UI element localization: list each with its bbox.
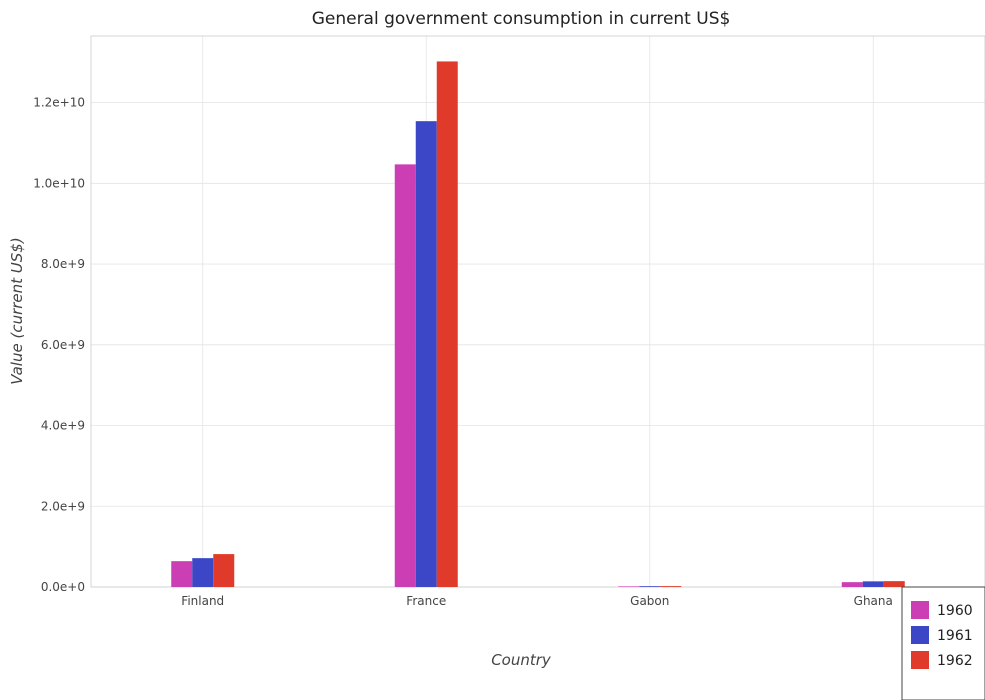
plot-frame — [90, 35, 985, 588]
y-tick-label: 1.0e+10 — [33, 176, 85, 190]
x-tick-label: France — [406, 594, 446, 608]
legend-swatch-1961 — [911, 626, 929, 644]
x-axis-ticks: Finland France Gabon Ghana — [181, 594, 893, 608]
legend-swatch-1960 — [911, 601, 929, 619]
y-tick-label: 0.0e+0 — [41, 580, 85, 594]
bar-1961-ghana — [862, 581, 884, 587]
bar-1960-ghana — [841, 582, 863, 587]
bar-1962-france — [436, 61, 458, 587]
legend-label-1962: 1962 — [937, 653, 973, 669]
bar-1960-finland — [171, 561, 193, 587]
x-tick-label: Ghana — [854, 594, 893, 608]
bars — [171, 61, 905, 587]
y-tick-label: 8.0e+9 — [41, 257, 85, 271]
legend-label-1961: 1961 — [937, 628, 973, 644]
y-tick-label: 2.0e+9 — [41, 499, 85, 513]
bar-1961-france — [415, 121, 437, 587]
bar-1961-gabon — [639, 586, 661, 587]
legend: 1960 1961 1962 — [901, 586, 985, 700]
x-tick-label: Gabon — [630, 594, 669, 608]
bar-1960-gabon — [618, 586, 640, 587]
bar-1960-france — [394, 164, 416, 587]
legend-swatch-1962 — [911, 651, 929, 669]
y-axis-ticks: 0.0e+0 2.0e+9 4.0e+9 6.0e+9 8.0e+9 1.0e+10 1.2… — [33, 96, 85, 594]
y-tick-label: 4.0e+9 — [41, 419, 85, 433]
y-tick-label: 6.0e+9 — [41, 338, 85, 352]
x-tick-label: Finland — [181, 594, 224, 608]
bar-1962-ghana — [883, 581, 905, 587]
chart-title: General government consumption in curren… — [312, 9, 731, 29]
bar-1962-finland — [213, 554, 235, 587]
bar-1962-gabon — [660, 586, 682, 587]
y-tick-label: 1.2e+10 — [33, 96, 85, 110]
grid-lines — [91, 36, 985, 588]
x-axis-label: Country — [491, 651, 552, 669]
y-axis-label: Value (current US$) — [8, 237, 26, 384]
legend-label-1960: 1960 — [937, 603, 973, 619]
bar-1961-finland — [192, 558, 214, 587]
